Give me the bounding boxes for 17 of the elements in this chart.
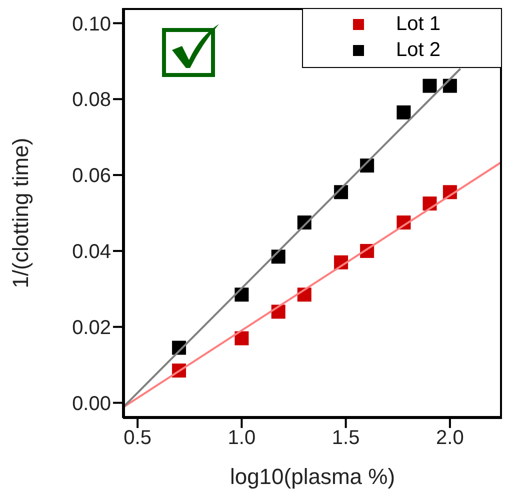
point (396, 105, 411, 120)
x-tick-label: 0.5 (124, 427, 152, 450)
point (234, 331, 249, 346)
legend-label: Lot 1 (396, 12, 440, 36)
y-tick-label: 0.08 (72, 89, 111, 112)
x-tick-label: 2.0 (436, 427, 464, 450)
legend-label: Lot 2 (396, 38, 440, 62)
point (422, 78, 437, 93)
y-axis-title: 1/(clotting time) (8, 138, 33, 288)
y-tick-label: 0.00 (72, 392, 111, 415)
x-tick-label: 1.0 (228, 427, 256, 450)
y-tick-label: 0.06 (72, 165, 111, 188)
x-axis-title: log10(plasma %) (230, 464, 396, 489)
x-tick-label: 1.5 (332, 427, 360, 450)
y-tick-label: 0.10 (72, 13, 111, 36)
y-tick-label: 0.04 (72, 241, 111, 264)
y-tick-label: 0.02 (72, 316, 111, 339)
